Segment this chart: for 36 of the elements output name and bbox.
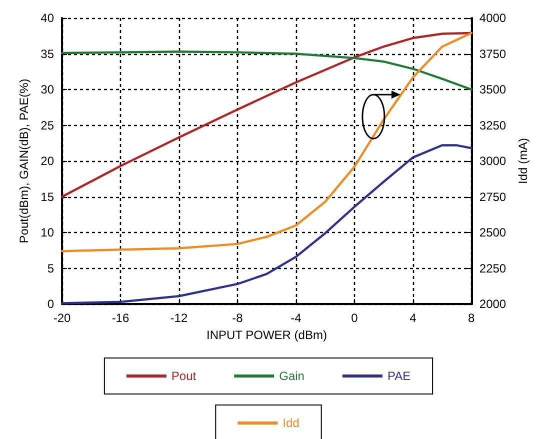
x-tick-label: -4 bbox=[290, 311, 302, 325]
y2-tick-label: 4000 bbox=[479, 11, 506, 25]
y-axis-title: Pout(dBm), GAIN(dB), PAE(%) bbox=[16, 78, 31, 244]
y-tick-label: 20 bbox=[40, 154, 54, 168]
y-tick-label: 0 bbox=[47, 297, 54, 311]
legend-label: Pout bbox=[171, 369, 197, 383]
y2-tick-label: 2500 bbox=[479, 226, 506, 240]
legend-label: PAE bbox=[387, 369, 411, 383]
x-tick-label: -16 bbox=[112, 311, 130, 325]
x-tick-label: -12 bbox=[170, 311, 188, 325]
y2-tick-label: 2750 bbox=[479, 190, 506, 204]
y-tick-label: 5 bbox=[47, 261, 54, 276]
y-tick-label: 35 bbox=[40, 46, 54, 61]
y2-tick-label: 3250 bbox=[479, 118, 506, 132]
y2-tick-label: 3000 bbox=[479, 154, 506, 168]
y-tick-label: 30 bbox=[40, 82, 54, 96]
y-tick-label: 25 bbox=[40, 118, 54, 132]
x-tick-label: 4 bbox=[410, 311, 417, 325]
y2-axis-title: Idd (mA) bbox=[516, 138, 530, 184]
y2-tick-label: 3750 bbox=[479, 46, 506, 61]
y2-tick-label: 3500 bbox=[479, 82, 506, 96]
y-tick-label: 15 bbox=[40, 190, 54, 204]
y2-tick-label: 2000 bbox=[479, 297, 506, 311]
x-tick-label: -20 bbox=[53, 311, 71, 325]
line-series bbox=[60, 32, 473, 252]
x-axis-title: INPUT POWER (dBm) bbox=[206, 328, 327, 342]
x-tick-label: 8 bbox=[468, 311, 476, 325]
x-tick-label: 0 bbox=[351, 311, 358, 325]
x-tick-label: -8 bbox=[232, 311, 244, 325]
y2-tick-label: 2250 bbox=[479, 261, 506, 276]
legend-label: Gain bbox=[279, 369, 304, 383]
y-tick-label: 40 bbox=[40, 11, 54, 25]
legend-label: Idd bbox=[282, 416, 300, 430]
line-series bbox=[60, 50, 473, 91]
y-tick-label: 10 bbox=[40, 226, 54, 240]
line-series bbox=[60, 32, 473, 198]
